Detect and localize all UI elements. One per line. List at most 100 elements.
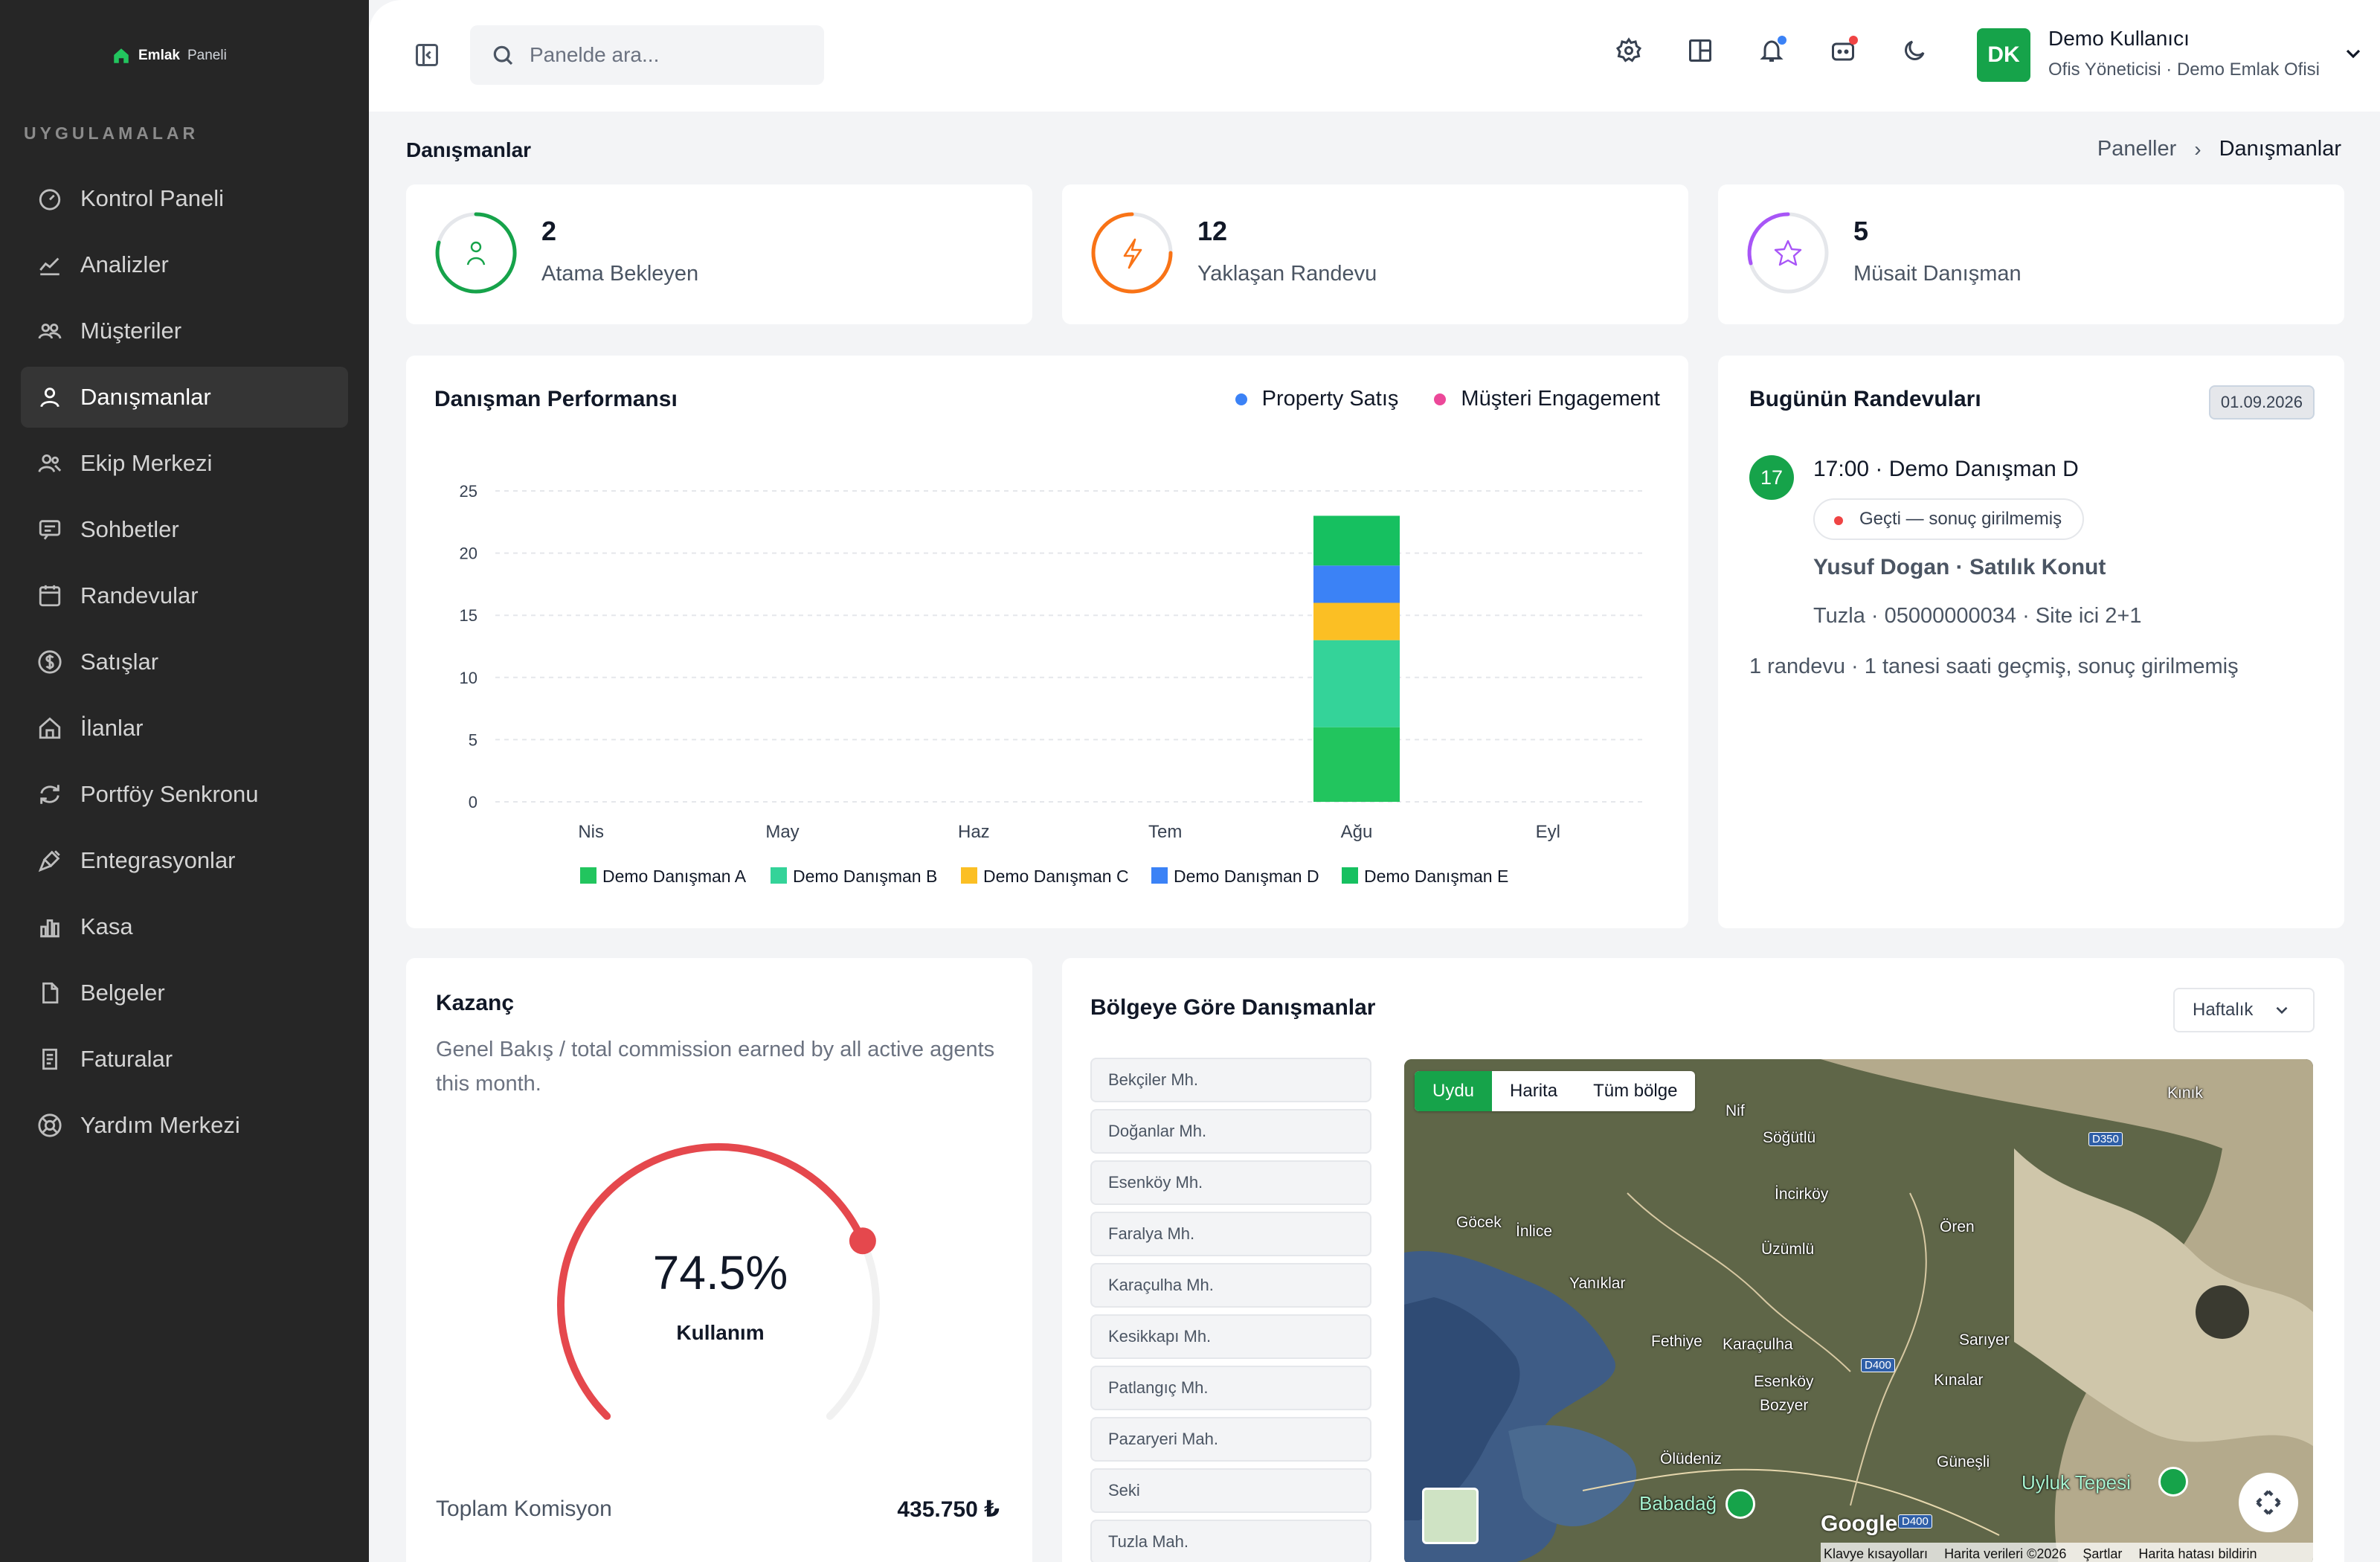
stat-value: 5 [1853, 216, 1869, 246]
appointment-time[interactable]: 17:00 · Demo Danışman D [1813, 457, 2079, 481]
legend-swatch [1342, 867, 1358, 884]
map-place-label: Nif [1726, 1102, 1745, 1119]
dollar-icon [38, 650, 62, 674]
map-place-label: Kınalar [1934, 1372, 1984, 1389]
stat-label: Müsait Danışman [1853, 262, 2022, 286]
map-place-label: Üzümlü [1761, 1241, 1815, 1258]
stat-ring [1090, 211, 1174, 295]
total-commission-label: Toplam Komisyon [436, 1497, 612, 1521]
sidebar-item-ilanlar[interactable]: İlanlar [21, 698, 348, 759]
map-layer-toggle[interactable] [1422, 1488, 1479, 1544]
appointments-title: Bugünün Randevuları [1749, 387, 1981, 411]
region-map[interactable]: Uydu Harita Tüm bölge Kınık Nif Söğütlü … [1404, 1059, 2313, 1562]
stat-card-musait: 5 Müsait Danışman [1718, 184, 2344, 324]
sidebar-item-entegrasyonlar[interactable]: Entegrasyonlar [21, 830, 348, 891]
region-item[interactable]: Bekçiler Mh. [1090, 1058, 1371, 1102]
region-item[interactable]: Kesikkapı Mh. [1090, 1314, 1371, 1359]
region-item[interactable]: Pazaryeri Mah. [1090, 1417, 1371, 1462]
sidebar-item-kasa[interactable]: Kasa [21, 896, 348, 957]
map-place-label: Kınık [2167, 1084, 2203, 1102]
sidebar-item-ekip-merkezi[interactable]: Ekip Merkezi [21, 433, 348, 494]
region-item[interactable]: Faralya Mh. [1090, 1212, 1371, 1256]
stat-card-randevu: 12 Yaklaşan Randevu [1062, 184, 1688, 324]
stat-label: Yaklaşan Randevu [1197, 262, 1377, 286]
map-place-label: Esenköy [1754, 1373, 1814, 1390]
sidebar-item-label: Danışmanlar [80, 384, 211, 410]
sidebar-item-label: Analizler [80, 251, 169, 277]
x-tick-label: Nis [578, 822, 604, 842]
sidebar-item-belgeler[interactable]: Belgeler [21, 962, 348, 1023]
sidebar-item-faturalar[interactable]: Faturalar [21, 1029, 348, 1090]
notification-dot [1778, 36, 1786, 45]
user-name[interactable]: Demo Kullanıcı [2048, 27, 2190, 50]
map-tab-all-regions[interactable]: Tüm bölge [1593, 1081, 1678, 1101]
mountain-poi-icon[interactable] [1726, 1489, 1755, 1519]
earnings-title: Kazanç [436, 991, 515, 1015]
y-tick-label: 5 [469, 730, 477, 749]
sidebar-item-label: Sohbetler [80, 516, 179, 542]
bar-segment[interactable] [1313, 727, 1400, 802]
users-icon [38, 324, 62, 339]
map-tab-satellite[interactable]: Uydu [1415, 1071, 1493, 1111]
breadcrumb-parent[interactable]: Paneller [2097, 137, 2177, 161]
stat-value: 2 [541, 216, 557, 246]
bar-segment[interactable] [1313, 565, 1400, 603]
period-select[interactable]: Haftalık [2173, 988, 2315, 1032]
region-item[interactable]: Karaçulha Mh. [1090, 1263, 1371, 1308]
assistant-button[interactable] [1830, 36, 1858, 64]
sidebar-item-sohbetler[interactable]: Sohbetler [21, 499, 348, 560]
region-item[interactable]: Seki [1090, 1468, 1371, 1513]
map-place-label: Ören [1940, 1218, 1975, 1235]
home-icon [39, 717, 61, 739]
search-icon [493, 45, 513, 65]
bar-chart-icon [40, 919, 60, 938]
sync-icon [40, 785, 60, 804]
team-icon [38, 454, 62, 472]
region-item[interactable]: Esenköy Mh. [1090, 1160, 1371, 1205]
house-icon [114, 48, 129, 63]
user-menu-button[interactable] [2341, 42, 2365, 65]
layout-button[interactable] [1687, 37, 1714, 64]
sidebar-item-analizler[interactable]: Analizler [21, 234, 348, 295]
region-item[interactable]: Patlangıç Mh. [1090, 1366, 1371, 1410]
bar-segment[interactable] [1313, 640, 1400, 727]
sidebar-item-danismanlar[interactable]: Danışmanlar [21, 367, 348, 428]
theme-toggle-button[interactable] [1901, 37, 1928, 64]
legend-dot [1434, 393, 1447, 406]
search-box[interactable] [470, 25, 824, 85]
sidebar-item-kontrol-paneli[interactable]: Kontrol Paneli [21, 168, 348, 229]
map-attribution-item[interactable]: Harita hatası bildirin [2138, 1546, 2257, 1561]
fullscreen-button[interactable] [2239, 1473, 2298, 1532]
mountain-poi-icon[interactable] [2158, 1467, 2188, 1497]
bell-icon [1760, 40, 1784, 62]
bar-segment[interactable] [1313, 515, 1400, 566]
sidebar-toggle-button[interactable] [414, 42, 440, 68]
bar-segment[interactable] [1313, 602, 1400, 640]
performance-title: Danışman Performansı [434, 387, 678, 411]
map-attribution-item[interactable]: Şartlar [2082, 1546, 2123, 1561]
performance-card: Danışman Performansı Property Satış Müşt… [406, 356, 1688, 928]
message-dot [1849, 36, 1858, 45]
sidebar-item-musteriler[interactable]: Müşteriler [21, 300, 348, 361]
brand-logo[interactable]: Emlak Paneli [112, 46, 227, 65]
satellite-map-image [1404, 1059, 2313, 1562]
legend-swatch [771, 867, 787, 884]
region-item[interactable]: Tuzla Mah. [1090, 1520, 1371, 1562]
y-tick-label: 10 [460, 669, 477, 687]
region-item[interactable]: Doğanlar Mh. [1090, 1109, 1371, 1154]
map-tab-map[interactable]: Harita [1510, 1081, 1558, 1101]
search-input[interactable] [530, 43, 812, 67]
map-place-label: Bozyer [1760, 1397, 1809, 1414]
sidebar-item-label: Satışlar [80, 649, 159, 675]
sidebar-item-portfoy-senkronu[interactable]: Portföy Senkronu [21, 764, 348, 825]
status-badge: Geçti — sonuç girilmemiş [1813, 498, 2085, 540]
sidebar-item-satislar[interactable]: Satışlar [21, 631, 348, 692]
legend-item[interactable]: Müşteri Engagement [1434, 387, 1660, 411]
sidebar-item-yardim-merkezi[interactable]: Yardım Merkezi [21, 1095, 348, 1156]
legend-item[interactable]: Property Satış [1235, 387, 1398, 411]
avatar[interactable]: DK [1977, 28, 2030, 82]
map-attribution-item[interactable]: Klavye kısayolları [1824, 1546, 1929, 1561]
sidebar-item-randevular[interactable]: Randevular [21, 565, 348, 626]
settings-button[interactable] [1615, 37, 1642, 64]
notifications-button[interactable] [1758, 36, 1786, 64]
